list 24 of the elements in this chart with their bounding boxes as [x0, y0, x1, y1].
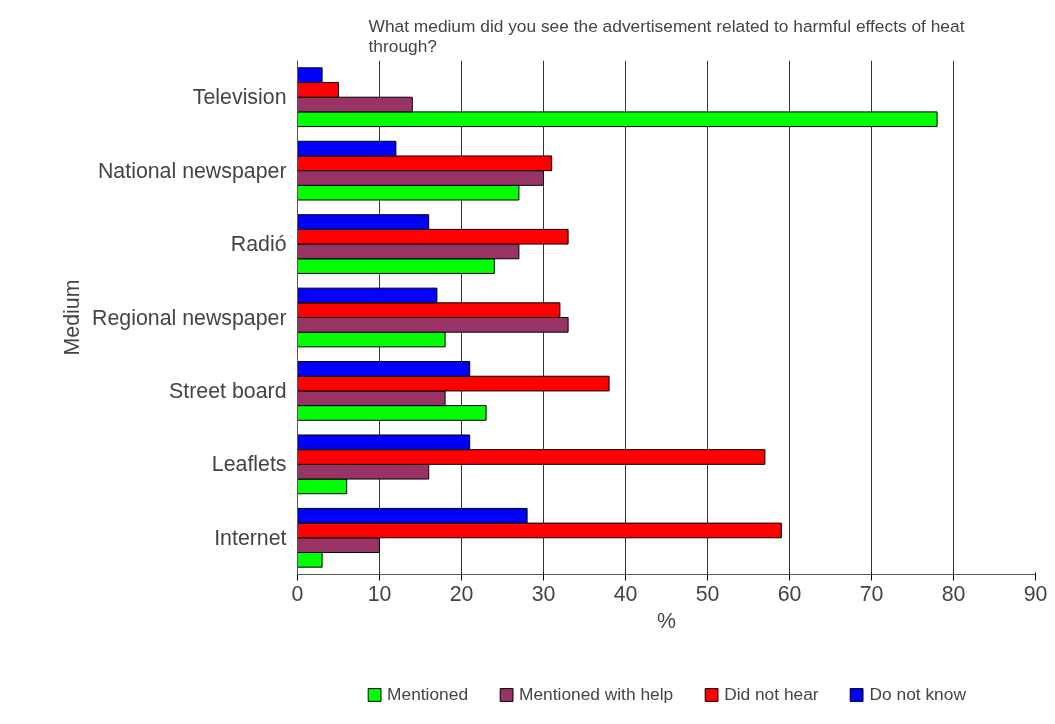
x-tick-label: 40: [613, 581, 638, 606]
x-axis-title: %: [657, 608, 677, 633]
y-tick-label: Regional newspaper: [92, 305, 287, 330]
y-tick-label: Radió: [230, 232, 287, 257]
legend-label: Mentioned: [387, 683, 469, 705]
x-tick-label: 90: [1023, 581, 1048, 606]
x-tick-label: 70: [859, 581, 884, 606]
legend-label: Mentioned with help: [519, 683, 674, 705]
y-tick-label: Leaflets: [211, 452, 287, 477]
y-tick-label: Internet: [214, 525, 287, 550]
x-tick-label: 50: [695, 581, 720, 606]
x-tick-label: 80: [941, 581, 966, 606]
x-tick-label: 30: [531, 581, 556, 606]
y-axis-title: Medium: [60, 279, 85, 356]
y-tick-label: Television: [192, 85, 287, 110]
legend-label: Did not hear: [724, 683, 819, 705]
x-tick-label: 0: [291, 581, 304, 606]
x-tick-label: 10: [367, 581, 392, 606]
x-tick-label: 20: [449, 581, 474, 606]
y-tick-label: National newspaper: [97, 158, 287, 183]
chart-title: What medium did you see the advertisement related to harmful effects of heat through?: [368, 15, 965, 56]
legend-label: Do not know: [869, 683, 966, 705]
y-tick-label: Street board: [169, 378, 287, 403]
x-tick-label: 60: [777, 581, 802, 606]
